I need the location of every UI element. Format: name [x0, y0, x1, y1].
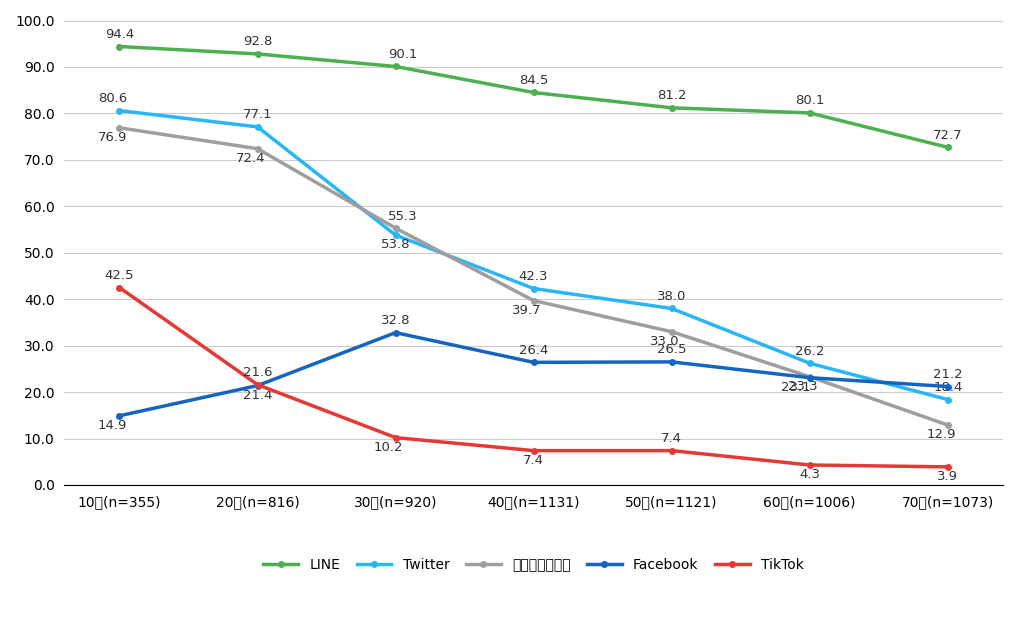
Text: 94.4: 94.4 — [105, 28, 134, 41]
TikTok — [666, 447, 678, 454]
Twitter — [390, 232, 402, 239]
Facebook — [251, 382, 264, 389]
TikTok — [113, 284, 125, 291]
Line: インスタグラム: インスタグラム — [117, 125, 951, 428]
LINE — [251, 50, 264, 58]
TikTok — [527, 447, 540, 454]
Text: 33.0: 33.0 — [651, 335, 679, 348]
インスタグラム — [251, 145, 264, 153]
Text: 23.1: 23.1 — [781, 381, 810, 394]
Twitter — [942, 396, 954, 403]
Text: 55.3: 55.3 — [388, 210, 417, 223]
Text: 7.4: 7.4 — [661, 432, 682, 445]
Text: 32.8: 32.8 — [381, 314, 410, 327]
インスタグラム — [527, 297, 540, 304]
インスタグラム — [942, 421, 954, 429]
インスタグラム — [666, 328, 678, 336]
Text: 81.2: 81.2 — [657, 90, 686, 102]
Twitter — [251, 123, 264, 131]
Line: Twitter: Twitter — [117, 108, 951, 403]
Twitter — [803, 359, 815, 367]
LINE — [113, 43, 125, 50]
Text: 26.5: 26.5 — [657, 343, 686, 356]
Line: Facebook: Facebook — [117, 330, 951, 419]
Text: 21.6: 21.6 — [242, 366, 272, 379]
Text: 39.7: 39.7 — [512, 304, 542, 317]
Text: 42.3: 42.3 — [519, 270, 549, 283]
Text: 12.9: 12.9 — [926, 428, 956, 441]
Text: 72.7: 72.7 — [932, 129, 963, 141]
Text: 18.4: 18.4 — [934, 381, 962, 394]
Twitter — [113, 107, 125, 115]
Text: 10.2: 10.2 — [374, 441, 403, 454]
LINE — [390, 63, 402, 70]
Line: TikTok: TikTok — [117, 285, 951, 470]
Facebook — [390, 329, 402, 336]
TikTok — [251, 381, 264, 388]
Facebook — [942, 382, 954, 390]
Text: 21.4: 21.4 — [242, 389, 272, 402]
LINE — [803, 109, 815, 116]
Text: 84.5: 84.5 — [519, 74, 549, 87]
Text: 21.2: 21.2 — [932, 368, 963, 381]
Text: 80.1: 80.1 — [795, 95, 825, 107]
Text: 26.2: 26.2 — [795, 345, 825, 357]
インスタグラム — [113, 124, 125, 131]
Text: 23.3: 23.3 — [788, 380, 817, 393]
Text: 53.8: 53.8 — [381, 239, 410, 252]
Legend: LINE, Twitter, インスタグラム, Facebook, TikTok: LINE, Twitter, インスタグラム, Facebook, TikTok — [258, 552, 809, 577]
Text: 26.4: 26.4 — [519, 344, 549, 357]
Facebook — [113, 412, 125, 419]
Facebook — [666, 358, 678, 366]
Text: 7.4: 7.4 — [523, 454, 544, 467]
TikTok — [390, 434, 402, 441]
Line: LINE: LINE — [117, 44, 951, 150]
Text: 72.4: 72.4 — [236, 152, 266, 165]
Text: 38.0: 38.0 — [657, 290, 686, 303]
Text: 3.9: 3.9 — [938, 470, 958, 483]
Facebook — [527, 359, 540, 366]
Text: 76.9: 76.9 — [98, 131, 127, 144]
Text: 92.8: 92.8 — [243, 35, 272, 48]
TikTok — [803, 461, 815, 469]
Text: 42.5: 42.5 — [105, 269, 134, 282]
Text: 90.1: 90.1 — [388, 48, 417, 61]
Text: 77.1: 77.1 — [242, 108, 272, 121]
Twitter — [527, 285, 540, 292]
Text: 80.6: 80.6 — [98, 92, 127, 105]
LINE — [666, 104, 678, 111]
インスタグラム — [803, 373, 815, 381]
TikTok — [942, 463, 954, 471]
インスタグラム — [390, 224, 402, 232]
Facebook — [803, 374, 815, 381]
Text: 4.3: 4.3 — [799, 468, 821, 481]
Twitter — [666, 305, 678, 312]
LINE — [527, 89, 540, 96]
Text: 14.9: 14.9 — [98, 419, 127, 432]
LINE — [942, 143, 954, 151]
